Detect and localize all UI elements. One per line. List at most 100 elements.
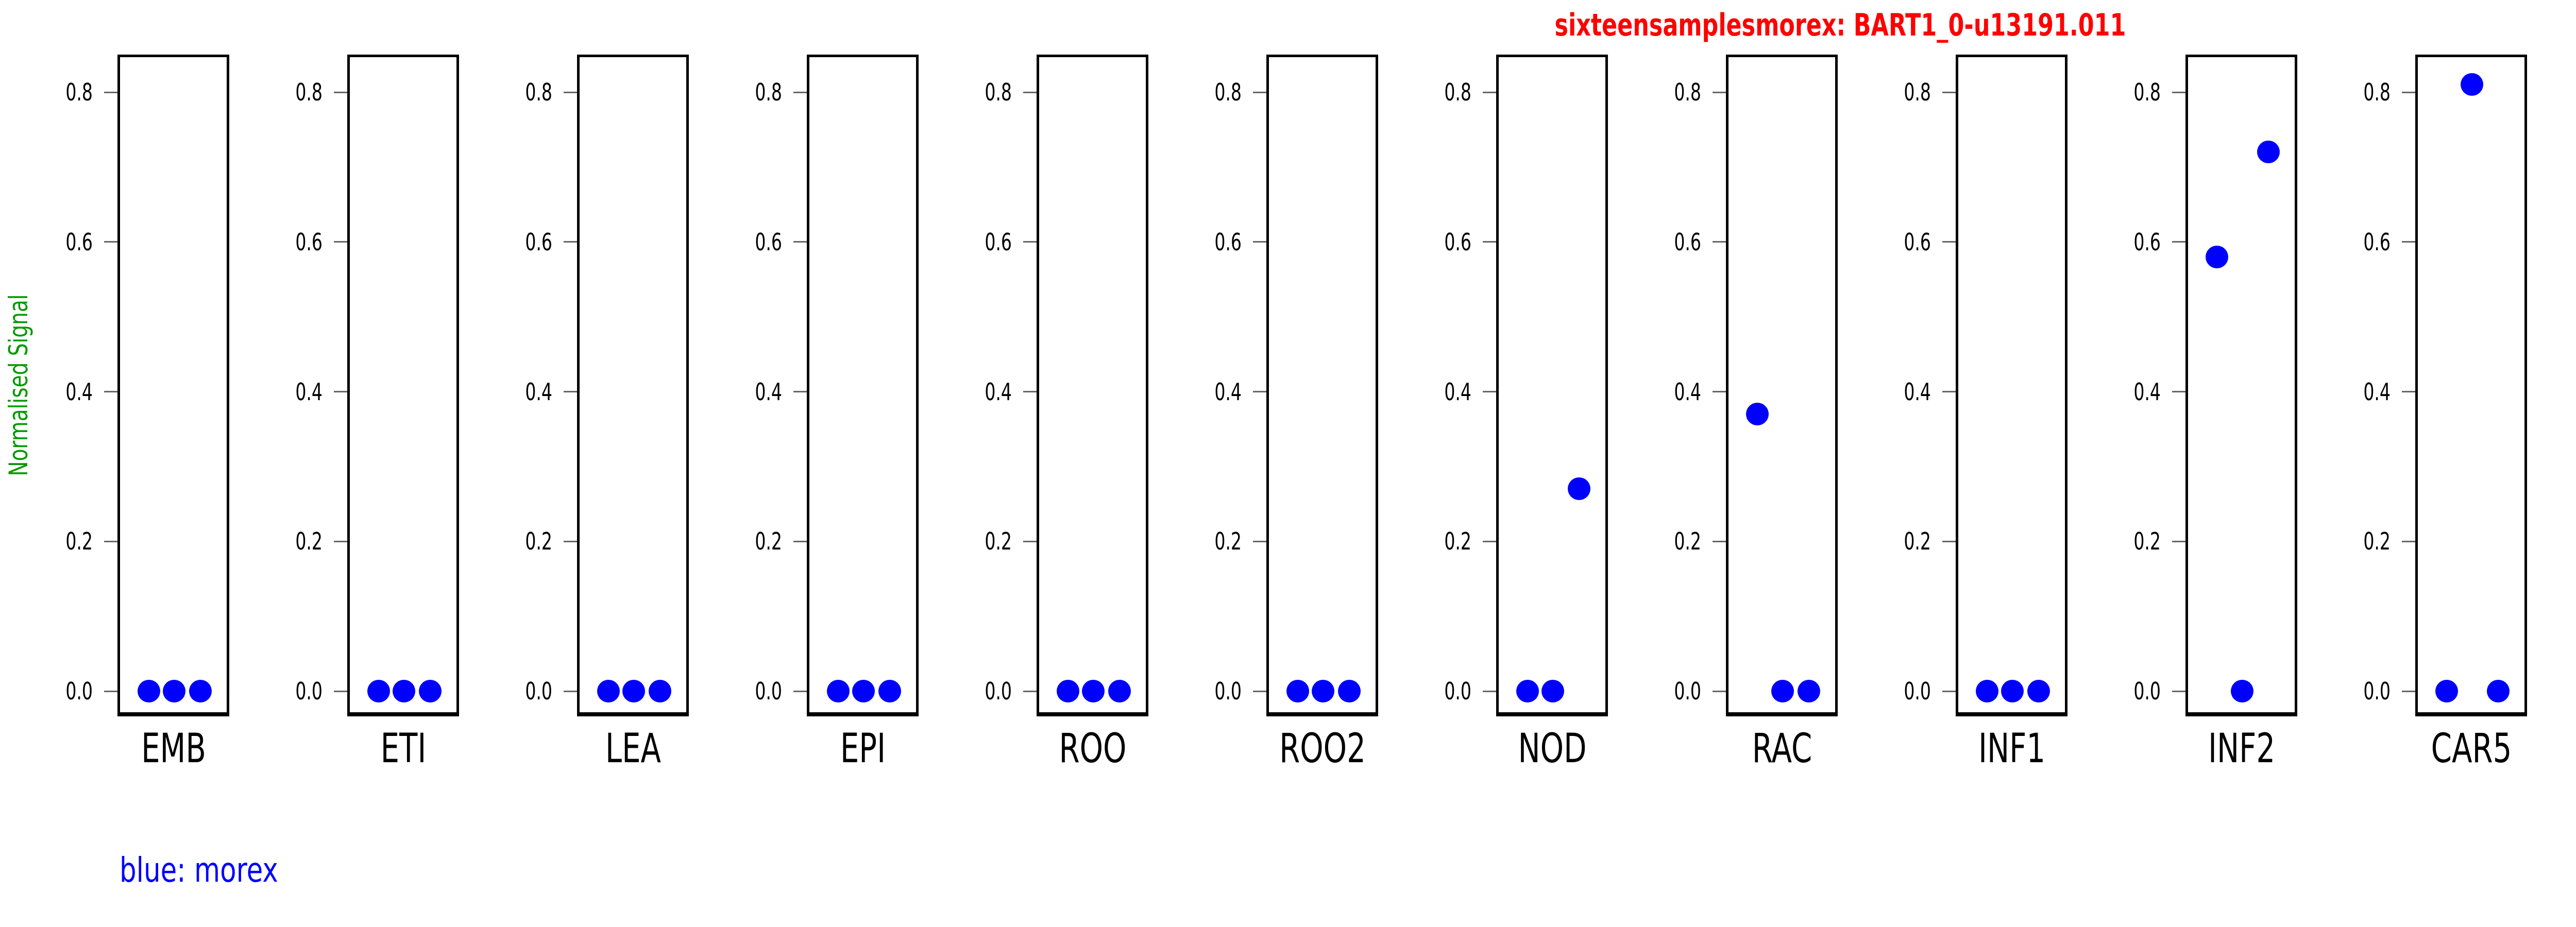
y-tick-label: 0.4 — [295, 377, 323, 406]
panel-box — [1266, 55, 1378, 716]
y-tick-mark — [793, 91, 807, 93]
data-point-right — [418, 680, 442, 702]
data-point-center — [1541, 680, 1564, 702]
data-point-right — [1108, 680, 1131, 702]
y-tick-mark — [1483, 690, 1496, 692]
y-tick-label: 0.2 — [1674, 527, 1701, 556]
y-tick-label: 0.6 — [1674, 228, 1701, 256]
y-tick-label: 0.0 — [1444, 677, 1471, 705]
y-tick-mark — [1253, 690, 1266, 692]
data-point-center — [622, 680, 645, 702]
y-tick-label: 0.6 — [2363, 228, 2391, 256]
panel-label: CAR5 — [2431, 726, 2512, 772]
y-tick-label: 0.2 — [755, 527, 782, 556]
panel-box — [1037, 55, 1148, 716]
y-tick-mark — [104, 241, 117, 243]
y-tick-label: 0.4 — [985, 377, 1012, 406]
y-tick-label: 0.0 — [65, 677, 93, 705]
y-tick-label: 0.8 — [295, 78, 323, 106]
data-point-right — [2027, 680, 2050, 702]
y-tick-label: 0.0 — [2363, 677, 2391, 705]
y-tick-mark — [1253, 540, 1266, 542]
y-tick-label: 0.6 — [525, 228, 552, 256]
chart-title: sixteensamplesmorex: BART1_0-u13191.011 — [1554, 7, 2126, 43]
data-point-right — [1337, 680, 1361, 702]
y-tick-label: 0.4 — [1674, 377, 1701, 406]
data-point-right — [648, 680, 671, 702]
y-tick-label: 0.6 — [65, 228, 93, 256]
y-tick-label: 0.0 — [295, 677, 323, 705]
panel-label: EMB — [141, 726, 206, 772]
y-tick-label: 0.0 — [985, 677, 1012, 705]
panel-label: RAC — [1752, 726, 1812, 772]
y-tick-label: 0.4 — [525, 377, 552, 406]
y-tick-label: 0.8 — [1674, 78, 1701, 106]
panel-label: EPI — [840, 726, 886, 772]
panel-box — [577, 55, 689, 716]
y-tick-label: 0.0 — [2539, 678, 2576, 704]
y-tick-label: 0.6 — [295, 228, 323, 256]
y-tick-mark — [1023, 540, 1037, 542]
y-tick-label: 0.6 — [2133, 228, 2161, 256]
data-point-center — [2460, 73, 2483, 96]
y-tick-label: 0.0 — [755, 677, 782, 705]
data-point-left — [367, 680, 390, 702]
data-point-right — [878, 680, 901, 702]
y-tick-mark — [1942, 690, 1956, 692]
data-point-left — [1286, 680, 1309, 702]
y-tick-mark — [793, 540, 807, 542]
y-tick-label: 0.8 — [65, 78, 93, 106]
y-tick-label: 0.8 — [985, 78, 1012, 106]
data-point-center — [2230, 680, 2253, 702]
y-tick-label: 0.2 — [1904, 527, 1931, 556]
panel-label: ROO2 — [1279, 726, 1366, 772]
y-tick-mark — [793, 690, 807, 692]
y-tick-label: 0.6 — [1214, 228, 1242, 256]
data-point-center — [1771, 680, 1794, 702]
y-tick-mark — [104, 91, 117, 93]
data-point-center — [2001, 680, 2024, 702]
y-tick-mark — [1713, 91, 1726, 93]
panel-label: INF2 — [2208, 726, 2275, 772]
y-tick-label: 0.0 — [1674, 677, 1701, 705]
y-tick-mark — [2172, 690, 2185, 692]
data-point-left — [1056, 680, 1079, 702]
y-tick-label: 0.4 — [1904, 377, 1931, 406]
data-point-center — [162, 680, 185, 702]
panel-box — [1956, 55, 2067, 716]
y-tick-mark — [1253, 241, 1266, 243]
data-point-right — [2486, 680, 2510, 702]
y-tick-label: 0.2 — [525, 527, 552, 556]
panel-box — [2415, 55, 2527, 716]
y-tick-label: 0.0 — [1214, 677, 1242, 705]
y-tick-mark — [1483, 391, 1496, 392]
y-tick-label: 0.2 — [1214, 527, 1242, 556]
y-tick-mark — [793, 241, 807, 243]
panel-label: ROO — [1059, 726, 1126, 772]
y-tick-mark — [564, 391, 577, 392]
y-tick-mark — [104, 690, 117, 692]
data-point-center — [1081, 680, 1105, 702]
y-tick-mark — [1023, 241, 1037, 243]
panel-label: LEA — [605, 726, 661, 772]
y-tick-label: 0.8 — [2539, 79, 2576, 105]
y-tick-label: 0.6 — [755, 228, 782, 256]
y-tick-label: 0.2 — [2363, 527, 2391, 556]
y-tick-label: 0.8 — [755, 78, 782, 106]
panel-box — [1726, 55, 1838, 716]
data-point-left — [1516, 680, 1539, 702]
y-tick-mark — [2172, 391, 2185, 392]
y-tick-label: 0.6 — [985, 228, 1012, 256]
y-tick-mark — [564, 91, 577, 93]
y-tick-mark — [2402, 391, 2415, 392]
y-tick-mark — [2402, 540, 2415, 542]
y-tick-label: 0.2 — [65, 527, 93, 556]
y-tick-mark — [564, 540, 577, 542]
data-point-center — [852, 680, 875, 702]
color-legend-text: blue: morex — [120, 850, 278, 890]
y-tick-mark — [1253, 391, 1266, 392]
y-tick-mark — [2402, 690, 2415, 692]
y-tick-label: 0.8 — [1904, 78, 1931, 106]
panel-label: NOD — [1517, 726, 1587, 772]
y-tick-label: 0.4 — [2539, 379, 2576, 405]
